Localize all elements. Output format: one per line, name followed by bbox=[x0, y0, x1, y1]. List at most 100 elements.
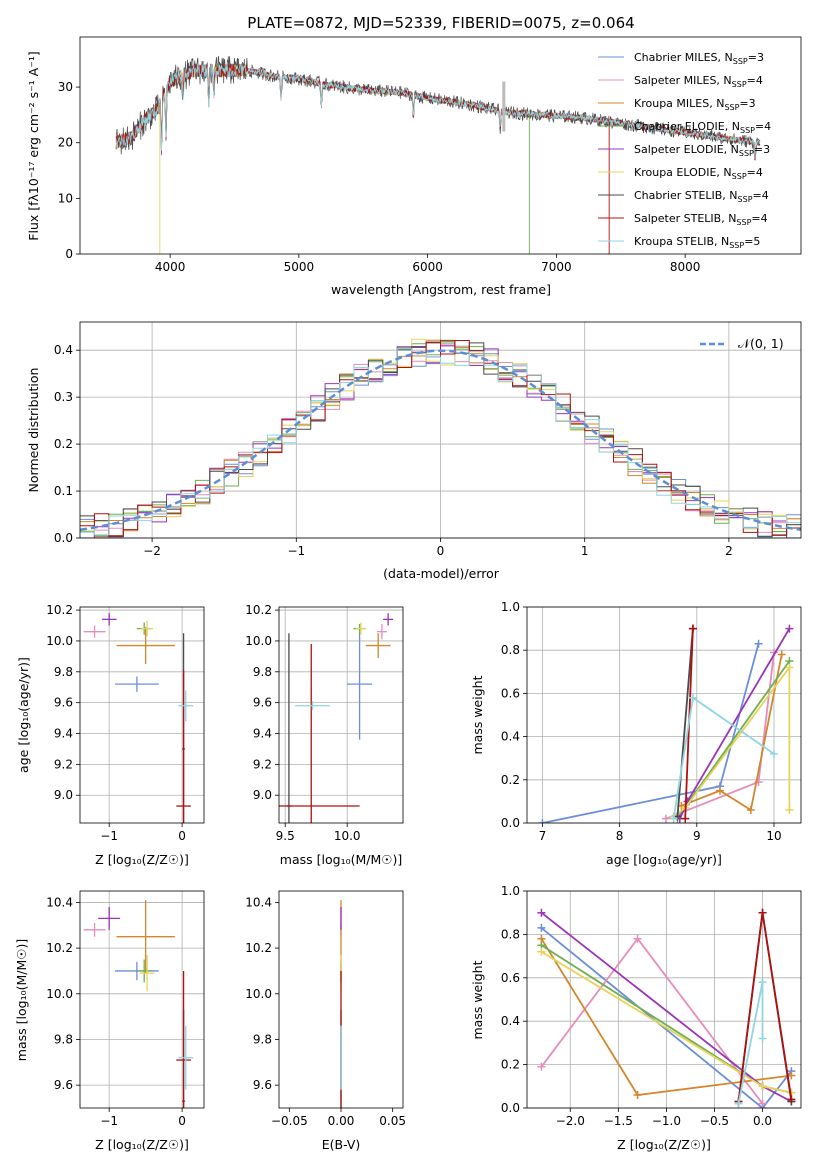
legend-label: Chabrier ELODIE, NSSP=4 bbox=[634, 120, 771, 135]
y-tick-label: 1.0 bbox=[501, 600, 520, 614]
y-tick-label: 0.8 bbox=[501, 643, 520, 657]
z-age-points bbox=[83, 613, 194, 823]
weight-marker bbox=[746, 806, 755, 815]
mass-age-panel: 9.5 10.0 9.0 9.2 9.4 9.6 9.8 10.0 10.2 mass [log… bbox=[245, 603, 404, 867]
weight-line bbox=[540, 927, 793, 1108]
z-mass-ylabel: mass [log₁₀(M/M☉)] bbox=[14, 939, 29, 1061]
mass-age-points bbox=[279, 613, 394, 823]
x-tick-label: 9 bbox=[693, 829, 701, 843]
legend-subscript: SSP bbox=[738, 195, 753, 204]
weight-marker bbox=[754, 639, 763, 648]
legend-n: =4 bbox=[747, 166, 763, 179]
x-tick-label: 0 bbox=[178, 829, 186, 843]
x-tick-label: 8000 bbox=[670, 260, 701, 274]
x-tick-label: −2.0 bbox=[556, 1114, 585, 1128]
y-tick-label: 9.8 bbox=[54, 665, 73, 679]
z-mass-axes-frame bbox=[79, 890, 205, 1109]
y-tick-label: 9.4 bbox=[253, 727, 272, 741]
x-tick-label: 9.5 bbox=[276, 829, 295, 843]
legend-subscript: SSP bbox=[732, 80, 747, 89]
weight-marker bbox=[758, 1099, 767, 1108]
legend-subscript: SSP bbox=[732, 172, 747, 181]
y-tick-label: 0.6 bbox=[501, 686, 520, 700]
age-weight-xlabel: age [log₁₀(age/yr)] bbox=[606, 852, 722, 867]
x-tick-label: 4000 bbox=[155, 260, 186, 274]
weight-marker bbox=[688, 693, 697, 702]
y-tick-label: 9.8 bbox=[253, 665, 272, 679]
legend-label: Chabrier STELIB, NSSP=4 bbox=[634, 189, 769, 204]
weight-marker bbox=[537, 1062, 546, 1071]
y-tick-label: 9.2 bbox=[253, 757, 272, 771]
legend-n: =4 bbox=[755, 120, 771, 133]
y-tick-label: 9.8 bbox=[54, 1032, 73, 1046]
x-tick-label: −0.05 bbox=[271, 1114, 308, 1128]
weight-line bbox=[681, 654, 783, 812]
z-mass-panel: −1 0 9.6 9.8 10.0 10.2 10.4 Z [log₁₀(Z/Z☉)] ma… bbox=[14, 890, 205, 1152]
y-tick-label: 9.0 bbox=[253, 788, 272, 802]
legend-label: Salpeter ELODIE, NSSP=3 bbox=[634, 143, 770, 158]
mass-age-axes-frame bbox=[278, 606, 404, 824]
y-tick-label: 1.0 bbox=[501, 884, 520, 898]
spectrum-lines bbox=[115, 55, 761, 254]
weight-marker bbox=[758, 1034, 767, 1043]
x-tick-label: 5000 bbox=[284, 260, 315, 274]
y-tick-label: 9.4 bbox=[54, 727, 73, 741]
legend-label: Kroupa ELODIE, NSSP=4 bbox=[634, 166, 763, 181]
y-tick-label: 9.6 bbox=[54, 696, 73, 710]
z-age-ylabel: age [log₁₀(age/yr)] bbox=[16, 657, 31, 773]
weight-marker bbox=[633, 934, 642, 943]
y-tick-label: 0 bbox=[65, 247, 73, 261]
legend-n: =4 bbox=[751, 212, 767, 225]
legend-subscript: SSP bbox=[740, 126, 755, 135]
legend-n: =4 bbox=[753, 189, 769, 202]
z-mass-points bbox=[83, 900, 194, 1108]
legend-subscript: SSP bbox=[739, 149, 754, 158]
y-tick-label: 30 bbox=[58, 80, 73, 94]
y-tick-label: 0.3 bbox=[54, 390, 73, 404]
y-tick-label: 0.0 bbox=[54, 531, 73, 545]
y-tick-label: 0.1 bbox=[54, 484, 73, 498]
y-tick-label: 10.4 bbox=[46, 895, 73, 909]
y-tick-label: 9.6 bbox=[54, 1078, 73, 1092]
residual-histogram bbox=[80, 340, 801, 537]
x-tick-label: −1.0 bbox=[652, 1114, 681, 1128]
x-tick-label: −1.5 bbox=[604, 1114, 633, 1128]
weight-marker bbox=[688, 624, 697, 633]
weight-marker bbox=[758, 1082, 767, 1091]
legend-n: =3 bbox=[754, 143, 770, 156]
y-tick-label: 9.6 bbox=[253, 1078, 272, 1092]
legend-n: =4 bbox=[747, 74, 763, 87]
residuals-xlabel: (data-model)/error bbox=[383, 566, 500, 581]
y-tick-label: 10 bbox=[58, 191, 73, 205]
legend-subscript: SSP bbox=[736, 218, 751, 227]
spectrum-legend: Chabrier MILES, NSSP=3 Salpeter MILES, NS… bbox=[598, 51, 771, 250]
residuals-ylabel: Normed distribution bbox=[26, 368, 41, 493]
residual-histograms bbox=[80, 338, 801, 538]
x-tick-label: 0 bbox=[178, 1114, 186, 1128]
weight-marker bbox=[661, 814, 670, 823]
legend-n: =5 bbox=[744, 235, 760, 248]
weight-marker bbox=[537, 908, 546, 917]
age-weight-axes-frame bbox=[526, 606, 802, 824]
z-age-axes-frame bbox=[79, 606, 205, 824]
y-tick-label: 10.0 bbox=[46, 987, 73, 1001]
y-tick-label: 10.2 bbox=[46, 941, 73, 955]
weight-marker bbox=[669, 814, 678, 823]
weight-marker bbox=[769, 749, 778, 758]
x-tick-label: 0 bbox=[437, 544, 445, 558]
legend-label: Kroupa MILES, NSSP=3 bbox=[634, 97, 756, 112]
x-tick-label: −0.5 bbox=[700, 1114, 729, 1128]
z-weight-lines bbox=[537, 908, 796, 1108]
weight-marker bbox=[785, 663, 794, 672]
weight-marker bbox=[785, 806, 794, 815]
z-weight-ylabel: mass weight bbox=[470, 960, 485, 1039]
ebv-mass-panel: −0.05 0.00 0.05 9.6 9.8 10.0 10.2 10.4 E(B-V) bbox=[245, 890, 406, 1152]
spectrum-line bbox=[115, 55, 761, 158]
x-tick-label: 0.0 bbox=[753, 1114, 772, 1128]
gaussian-legend-label: 𝒩(0, 1) bbox=[738, 336, 784, 351]
spectrum-xlabel: wavelength [Angstrom, rest frame] bbox=[331, 282, 551, 297]
residuals-panel: −2 −1 0 1 2 0.0 0.1 0.2 0.3 0.4 (data-model)/erro… bbox=[26, 321, 802, 581]
y-tick-label: 0.4 bbox=[501, 1014, 520, 1028]
age-weight-lines bbox=[538, 624, 794, 823]
legend-label: Kroupa STELIB, NSSP=5 bbox=[634, 235, 760, 250]
